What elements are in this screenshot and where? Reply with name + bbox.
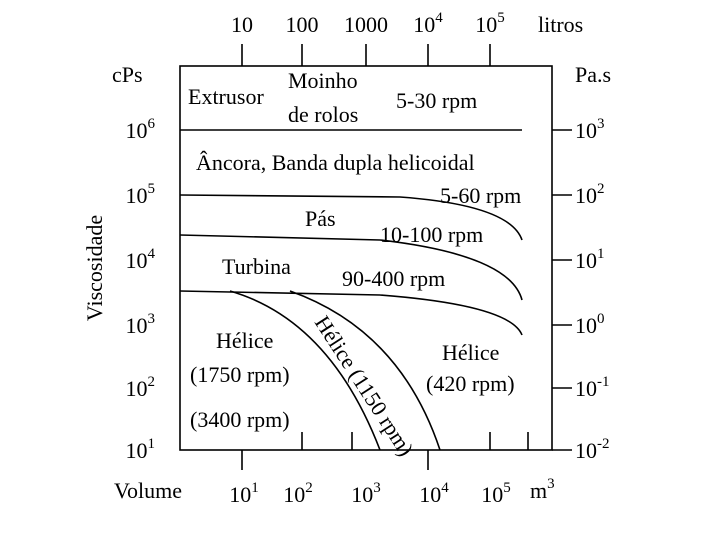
- bottom-tick-label-exp: 3: [373, 480, 381, 496]
- bottom-tick-label-base: 10: [419, 482, 441, 507]
- bottom-tick-label-base: 10: [481, 482, 503, 507]
- top-unit: litros: [538, 12, 583, 37]
- bottom-tick-label-base: 10: [229, 482, 251, 507]
- right-tick-label-base: 10: [575, 313, 597, 338]
- boundary: [179, 290, 523, 336]
- left-tick-label-exp: 1: [148, 436, 156, 452]
- top-tick-label-exp: 5: [497, 10, 505, 26]
- right-tick-label: 10-2: [575, 436, 610, 463]
- right-unit: Pa.s: [575, 62, 611, 87]
- region-label: 90-400 rpm: [342, 266, 445, 291]
- region-label: (420 rpm): [426, 371, 515, 396]
- top-tick-label: 10: [231, 12, 253, 37]
- left-tick-label: 102: [126, 374, 156, 401]
- right-tick-label: 102: [575, 181, 605, 208]
- top-tick-label-exp: 4: [435, 10, 443, 26]
- top-tick-label-base: 1000: [344, 12, 388, 37]
- right-tick-label-exp: 0: [597, 311, 605, 327]
- left-tick-label: 105: [126, 181, 156, 208]
- bottom-tick-label: 105: [481, 480, 511, 507]
- left-tick-label: 104: [126, 246, 156, 273]
- right-tick-label: 10-1: [575, 374, 610, 401]
- right-tick-label: 103: [575, 116, 605, 143]
- right-tick-label-exp: 3: [597, 116, 605, 132]
- bottom-tick-label-exp: 1: [251, 480, 259, 496]
- left-tick-label-exp: 4: [148, 246, 156, 262]
- region-label: Âncora, Banda dupla helicoidal: [196, 150, 475, 175]
- bottom-tick-label-exp: 4: [441, 480, 449, 496]
- right-tick-label: 101: [575, 246, 605, 273]
- right-tick-label-exp: 1: [597, 246, 605, 262]
- region-label: Extrusor: [188, 84, 264, 109]
- bottom-tick-label-exp: 2: [305, 480, 313, 496]
- boundary: [229, 290, 381, 451]
- top-tick-label: 104: [413, 10, 443, 37]
- left-tick-label-exp: 5: [148, 181, 156, 197]
- left-tick-label: 101: [126, 436, 156, 463]
- region-label: (3400 rpm): [190, 407, 290, 432]
- left-tick-label-base: 10: [126, 438, 148, 463]
- ticks: [241, 44, 572, 470]
- boundary: [289, 290, 441, 451]
- left-tick-label-base: 10: [126, 248, 148, 273]
- left-tick-label-base: 10: [126, 376, 148, 401]
- bottom-tick-label: 101: [229, 480, 259, 507]
- right-tick-label-base: 10: [575, 376, 597, 401]
- top-tick-label: 100: [286, 12, 319, 37]
- top-tick-label-base: 10: [475, 12, 497, 37]
- top-tick-label-base: 100: [286, 12, 319, 37]
- top-tick-label-base: 10: [413, 12, 435, 37]
- region-label: de rolos: [288, 102, 358, 127]
- bottom-tick-label: 103: [351, 480, 381, 507]
- region-label: Pás: [305, 206, 336, 231]
- region-label: Hélice: [442, 340, 499, 365]
- boundary: [179, 234, 523, 301]
- region-label: 5-60 rpm: [440, 183, 521, 208]
- right-tick-label-base: 10: [575, 183, 597, 208]
- right-tick-label-base: 10: [575, 248, 597, 273]
- bottom-unit-base: m: [530, 478, 547, 503]
- region-label: Turbina: [222, 254, 291, 279]
- right-tick-label-exp: -1: [597, 374, 610, 390]
- region-label: Moinho: [288, 68, 358, 93]
- region-label: (1750 rpm): [190, 362, 290, 387]
- region-label: 10-100 rpm: [380, 222, 483, 247]
- bottom-unit: m3: [530, 476, 555, 503]
- bottom-tick-label: 102: [283, 480, 313, 507]
- left-tick-label-base: 10: [126, 118, 148, 143]
- right-tick-label-base: 10: [575, 438, 597, 463]
- left-tick-label: 106: [126, 116, 156, 143]
- left-tick-label-exp: 3: [148, 311, 156, 327]
- region-label: 5-30 rpm: [396, 88, 477, 113]
- left-tick-label-base: 10: [126, 313, 148, 338]
- boundary: [179, 194, 523, 241]
- top-tick-label: 1000: [344, 12, 388, 37]
- right-tick-label-exp: 2: [597, 181, 605, 197]
- right-tick-label-exp: -2: [597, 436, 610, 452]
- x-title: Volume: [114, 478, 182, 503]
- bottom-tick-label: 104: [419, 480, 449, 507]
- top-tick-label: 105: [475, 10, 505, 37]
- region-label: Hélice: [216, 328, 273, 353]
- right-tick-label: 100: [575, 311, 605, 338]
- bottom-tick-label-exp: 5: [503, 480, 511, 496]
- left-tick-label-exp: 6: [148, 116, 156, 132]
- left-tick-label: 103: [126, 311, 156, 338]
- left-tick-label-exp: 2: [148, 374, 156, 390]
- left-tick-label-base: 10: [126, 183, 148, 208]
- bottom-unit-exp: 3: [547, 476, 555, 492]
- top-tick-label-base: 10: [231, 12, 253, 37]
- bottom-tick-label-base: 10: [283, 482, 305, 507]
- left-unit: cPs: [112, 62, 143, 87]
- right-tick-label-base: 10: [575, 118, 597, 143]
- bottom-tick-label-base: 10: [351, 482, 373, 507]
- y-title: Viscosidade: [82, 215, 107, 321]
